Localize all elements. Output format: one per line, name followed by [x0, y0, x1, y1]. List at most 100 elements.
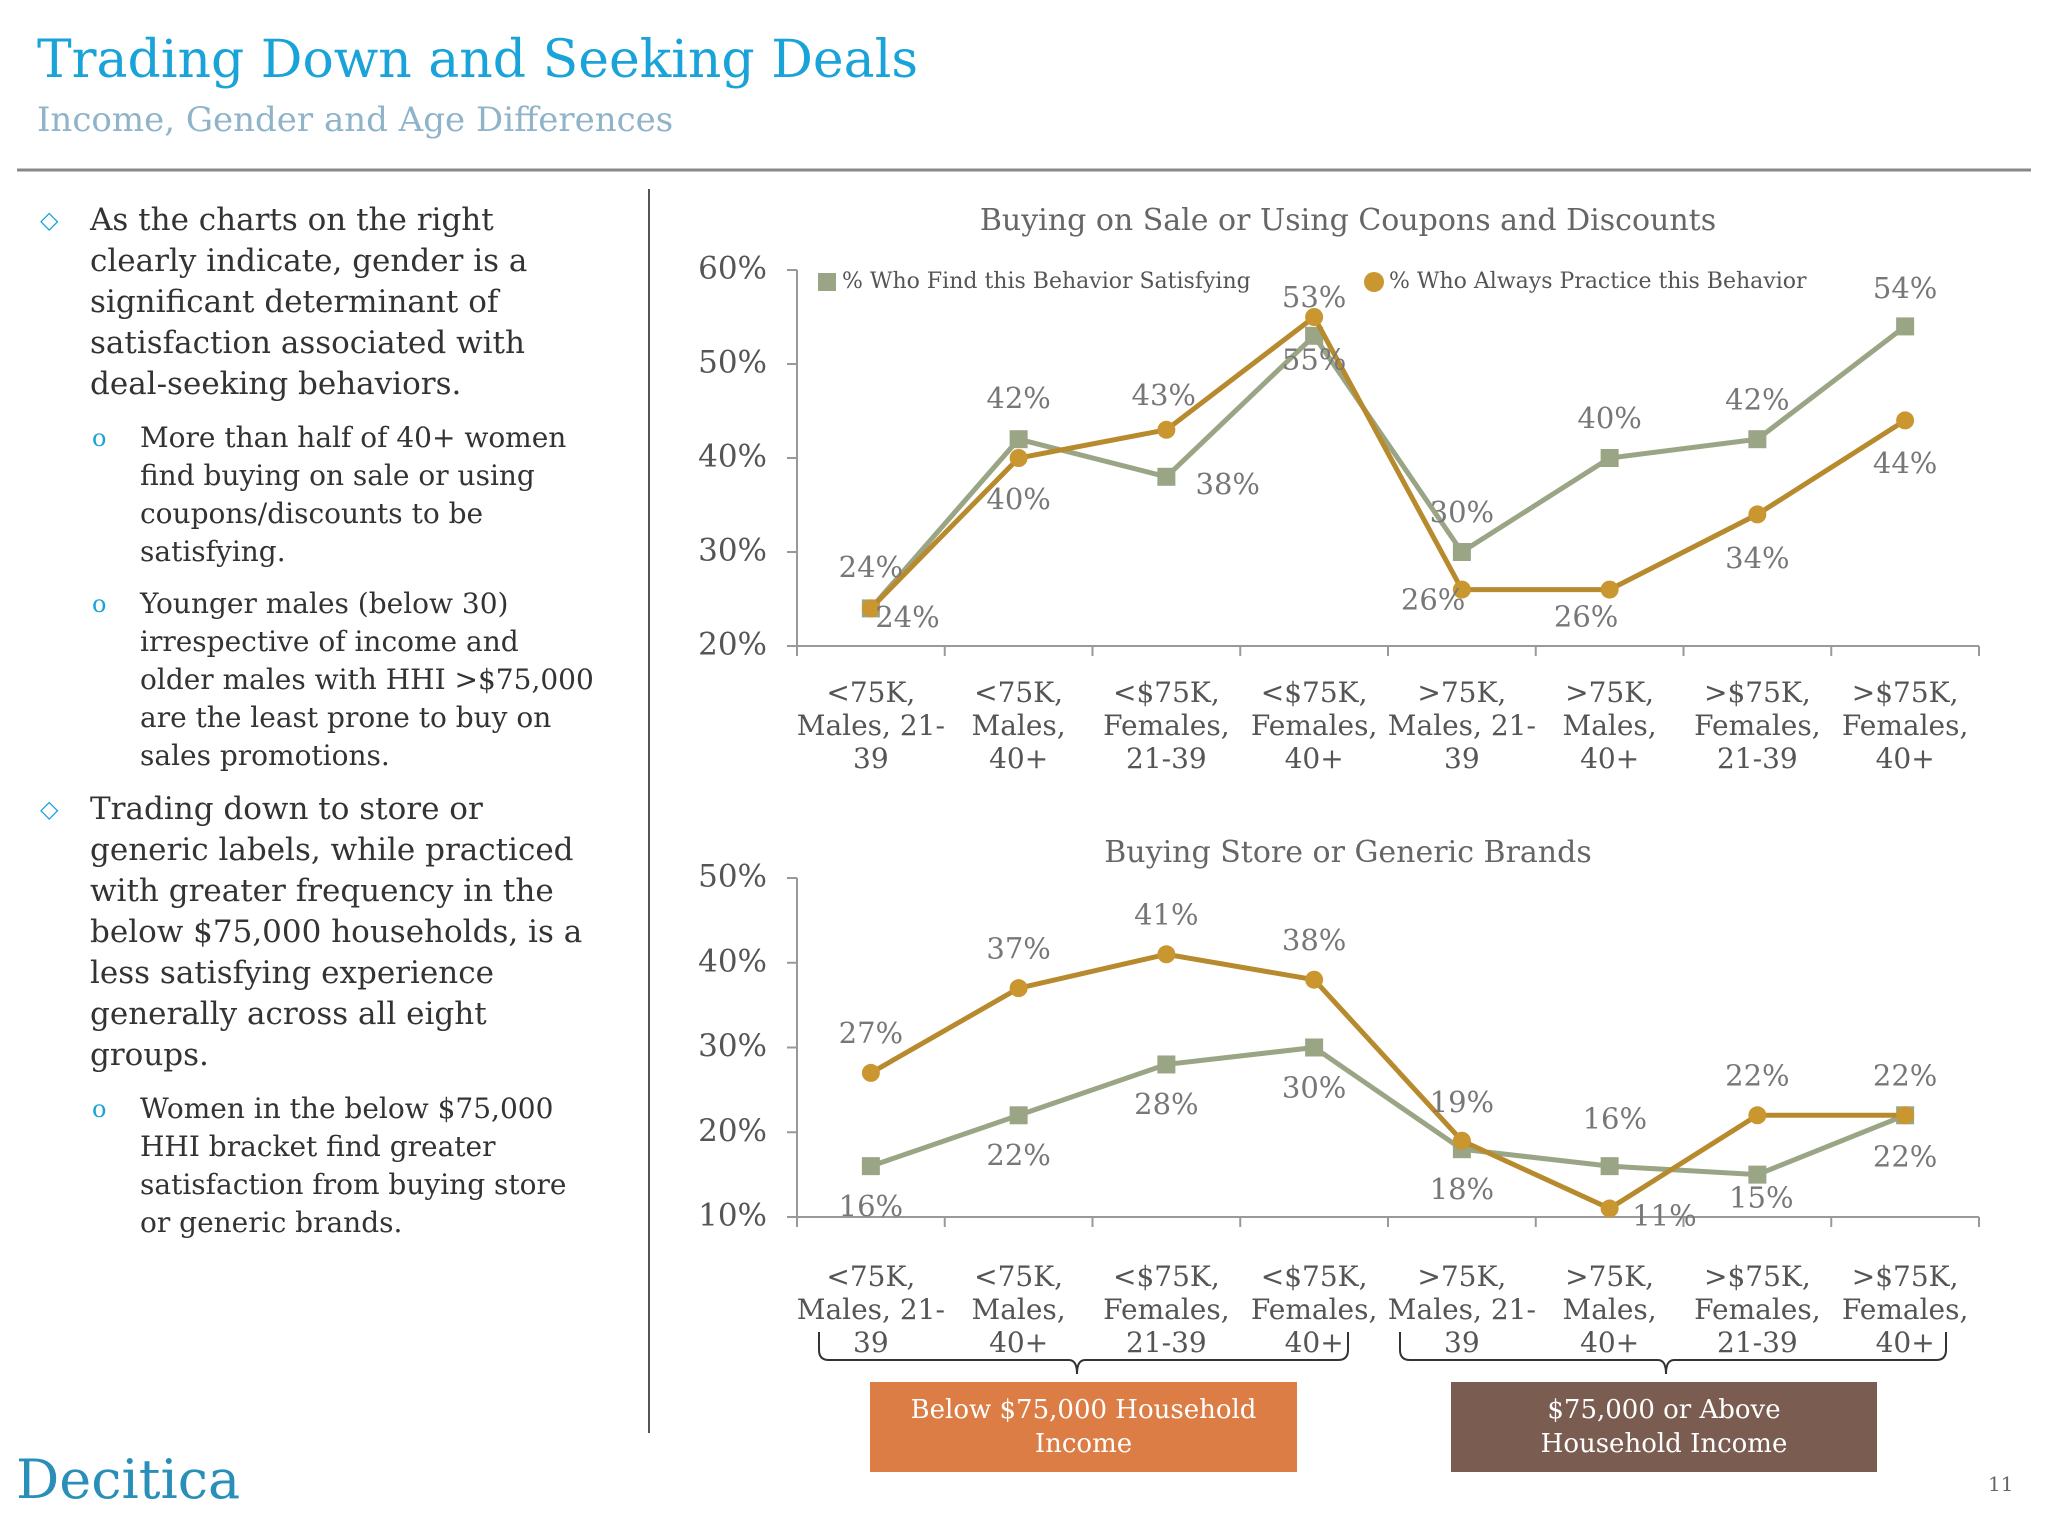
- x-tick-label: <75K, Males, 40+: [971, 1260, 1066, 1359]
- data-label: 42%: [1725, 382, 1789, 416]
- marker: [1896, 411, 1915, 430]
- y-tick-label: 40%: [698, 439, 767, 475]
- y-tick-label: 50%: [698, 859, 767, 895]
- x-tick-label: <75K, Males, 40+: [971, 676, 1066, 775]
- slide-title: Trading Down and Seeking Deals: [37, 30, 919, 90]
- data-label: 22%: [1873, 1139, 1937, 1173]
- group-box: $75,000 or Above Household Income: [1451, 1382, 1877, 1472]
- x-tick-label: >$75K, Females, 21-39: [1694, 1260, 1821, 1359]
- legend-label: % Who Find this Behavior Satisfying: [842, 269, 1251, 294]
- data-label: 28%: [1134, 1087, 1198, 1121]
- marker: [1452, 543, 1471, 561]
- data-label: 38%: [1196, 467, 1260, 501]
- marker: [1896, 317, 1915, 336]
- marker: [1600, 449, 1619, 467]
- series-line: [868, 324, 1907, 611]
- marker: [1305, 308, 1324, 326]
- series-line: [869, 951, 1906, 1212]
- data-label: 18%: [1430, 1172, 1494, 1206]
- data-label: 16%: [1583, 1101, 1647, 1135]
- data-label: 40%: [986, 482, 1050, 516]
- data-label: 22%: [1873, 1058, 1937, 1092]
- data-label: 37%: [986, 931, 1050, 965]
- data-label: 42%: [986, 381, 1050, 415]
- bullet-list: As the charts on the right clearly indic…: [40, 200, 600, 1256]
- y-tick-label: 10%: [698, 1198, 767, 1234]
- marker: [1600, 580, 1619, 599]
- data-label: 19%: [1430, 1085, 1494, 1119]
- x-tick-label: <$75K, Females, 40+: [1250, 1260, 1378, 1359]
- page-number: 11: [1988, 1472, 2014, 1496]
- x-tick-label: <75K, Males, 21-39: [796, 1260, 945, 1359]
- x-tick-label: >$75K, Females, 40+: [1841, 676, 1969, 775]
- y-tick-label: 50%: [698, 345, 767, 381]
- bullet: Trading down to store or generic labels,…: [40, 789, 600, 1076]
- legend-marker: [1364, 272, 1384, 292]
- data-label: 44%: [1873, 446, 1937, 480]
- marker: [1157, 420, 1176, 439]
- marker: [1009, 979, 1028, 998]
- data-label: 11%: [1632, 1199, 1696, 1233]
- y-tick-label: 60%: [698, 251, 767, 287]
- marker: [1748, 1165, 1767, 1184]
- data-label: 54%: [1873, 271, 1937, 305]
- bracket: [818, 1332, 1349, 1375]
- x-tick-label: >75K, Males, 21-39: [1387, 1260, 1536, 1359]
- y-tick-label: 30%: [698, 1028, 767, 1064]
- marker: [1305, 970, 1324, 989]
- marker: [861, 599, 880, 618]
- data-label: 26%: [1554, 599, 1618, 633]
- chart-title: Buying on Sale or Using Coupons and Disc…: [980, 203, 1716, 238]
- y-tick-label: 30%: [698, 533, 767, 569]
- marker: [1157, 945, 1176, 964]
- x-tick-label: >75K, Males, 40+: [1562, 676, 1657, 775]
- marker: [1452, 1131, 1471, 1150]
- series-line: [870, 1044, 1907, 1178]
- marker: [1305, 1038, 1324, 1057]
- marker: [1600, 1199, 1619, 1218]
- marker: [1305, 326, 1324, 345]
- data-label: 55%: [1282, 342, 1346, 376]
- data-label: 15%: [1729, 1180, 1793, 1214]
- chart-title: Buying Store or Generic Brands: [1104, 835, 1591, 870]
- data-label: 27%: [839, 1016, 903, 1050]
- data-label: 30%: [1282, 1070, 1346, 1104]
- legend-marker: [818, 273, 836, 291]
- marker: [1452, 580, 1471, 599]
- data-label: 34%: [1725, 541, 1789, 575]
- data-label: 40%: [1577, 401, 1641, 435]
- marker: [861, 1063, 880, 1082]
- marker: [1157, 467, 1176, 486]
- bullet: As the charts on the right clearly indic…: [40, 200, 600, 405]
- y-tick-label: 40%: [698, 943, 767, 979]
- data-label: 22%: [1725, 1058, 1789, 1092]
- data-label: 38%: [1282, 923, 1346, 957]
- slide-subtitle: Income, Gender and Age Differences: [37, 100, 674, 140]
- marker: [1009, 1106, 1028, 1125]
- data-label: 24%: [875, 600, 939, 634]
- data-label: 24%: [839, 550, 903, 584]
- y-tick-label: 20%: [698, 1113, 767, 1149]
- x-tick-label: <$75K, Females, 21-39: [1103, 676, 1230, 775]
- bracket: [1399, 1332, 1947, 1375]
- marker: [1896, 1106, 1915, 1125]
- sub-bullet: More than half of 40+ women find buying …: [40, 419, 600, 571]
- series-line: [869, 313, 1907, 611]
- sub-bullet: Women in the below $75,000 HHI bracket f…: [40, 1090, 600, 1242]
- logo: Decitica: [16, 1448, 241, 1511]
- data-label: 16%: [839, 1189, 903, 1223]
- marker: [861, 1157, 880, 1176]
- x-tick-label: <$75K, Females, 40+: [1250, 676, 1378, 775]
- x-tick-label: >75K, Males, 21-39: [1387, 676, 1536, 775]
- marker: [1009, 430, 1028, 449]
- marker: [1748, 1106, 1767, 1125]
- data-label: 22%: [986, 1138, 1050, 1172]
- x-tick-label: <75K, Males, 21-39: [796, 676, 945, 775]
- marker: [1748, 430, 1767, 449]
- x-tick-label: >75K, Males, 40+: [1562, 1260, 1657, 1359]
- legend-label: % Who Always Practice this Behavior: [1389, 269, 1807, 294]
- x-tick-label: >$75K, Females, 21-39: [1694, 676, 1821, 775]
- sub-bullet: Younger males (below 30) irrespective of…: [40, 585, 600, 775]
